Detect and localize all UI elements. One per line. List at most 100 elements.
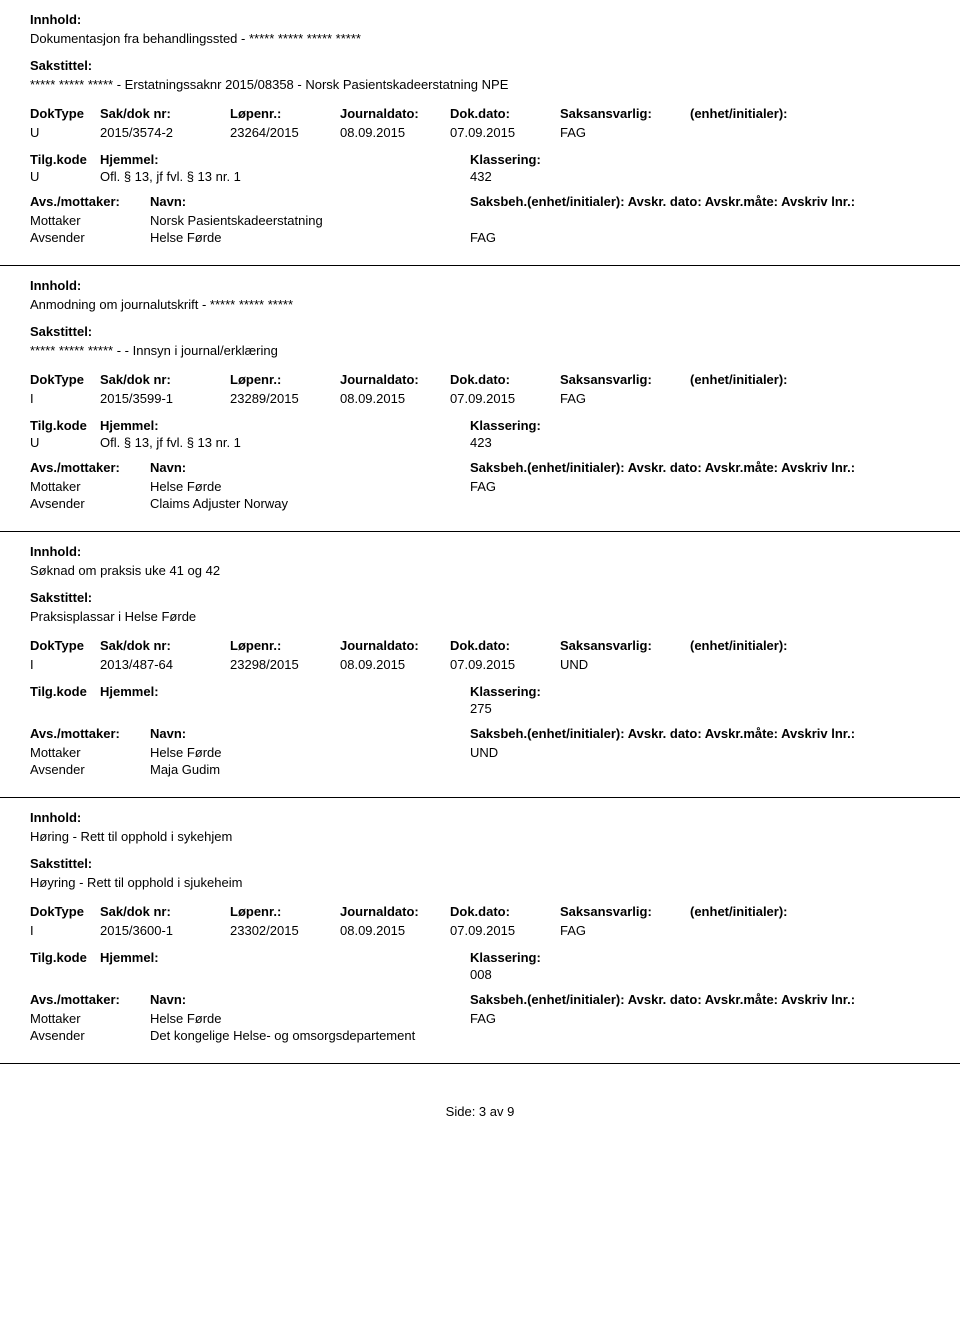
party-role: Mottaker bbox=[30, 479, 150, 494]
navn-header: Navn: bbox=[150, 194, 470, 209]
journaldato-value: 08.09.2015 bbox=[340, 125, 450, 140]
dokdato-header: Dok.dato: bbox=[450, 904, 560, 919]
saksansvarlig-value: FAG bbox=[560, 125, 690, 140]
innhold-text: Høring - Rett til opphold i sykehjem bbox=[30, 829, 930, 844]
avsmottaker-header-row: Avs./mottaker:Navn:Saksbeh.(enhet/initia… bbox=[30, 726, 930, 741]
sakstittel-label: Sakstittel: bbox=[30, 590, 930, 605]
hjemmel-data-row: 008 bbox=[30, 967, 930, 982]
saksansvarlig-value: FAG bbox=[560, 391, 690, 406]
hjemmel-header: Hjemmel: bbox=[100, 418, 470, 433]
party-name: Helse Førde bbox=[150, 1011, 470, 1026]
doktype-header: DokType bbox=[30, 372, 100, 387]
metadata-header-row: DokTypeSak/dok nr:Løpenr.:Journaldato:Do… bbox=[30, 638, 930, 653]
lopenr-value: 23298/2015 bbox=[230, 657, 340, 672]
hjemmel-value: Ofl. § 13, jf fvl. § 13 nr. 1 bbox=[100, 169, 470, 184]
sakdoknr-value: 2015/3574-2 bbox=[100, 125, 230, 140]
hjemmel-data-row: UOfl. § 13, jf fvl. § 13 nr. 1423 bbox=[30, 435, 930, 450]
lopenr-header: Løpenr.: bbox=[230, 904, 340, 919]
enhet-value bbox=[690, 125, 890, 140]
innhold-label: Innhold: bbox=[30, 810, 930, 825]
party-row: AvsenderDet kongelige Helse- og omsorgsd… bbox=[30, 1028, 930, 1043]
sakdoknr-value: 2015/3599-1 bbox=[100, 391, 230, 406]
party-role: Avsender bbox=[30, 1028, 150, 1043]
sakdoknr-value: 2015/3600-1 bbox=[100, 923, 230, 938]
party-row: MottakerHelse FørdeUND bbox=[30, 745, 930, 760]
dokdato-header: Dok.dato: bbox=[450, 106, 560, 121]
party-role: Mottaker bbox=[30, 745, 150, 760]
party-name: Det kongelige Helse- og omsorgsdeparteme… bbox=[150, 1028, 470, 1043]
navn-header: Navn: bbox=[150, 992, 470, 1007]
sakdoknr-header: Sak/dok nr: bbox=[100, 904, 230, 919]
enhet-header: (enhet/initialer): bbox=[690, 638, 890, 653]
saksbeh-header: Saksbeh.(enhet/initialer): Avskr. dato: … bbox=[470, 194, 950, 209]
sakstittel-label: Sakstittel: bbox=[30, 856, 930, 871]
doktype-value: I bbox=[30, 391, 100, 406]
hjemmel-label-row: Tilg.kodeHjemmel:Klassering: bbox=[30, 950, 930, 965]
saksansvarlig-header: Saksansvarlig: bbox=[560, 106, 690, 121]
journaldato-value: 08.09.2015 bbox=[340, 923, 450, 938]
journal-entry: Innhold: Høring - Rett til opphold i syke… bbox=[0, 798, 960, 1064]
page-footer: Side: 3 av 9 bbox=[0, 1104, 960, 1139]
party-role: Avsender bbox=[30, 230, 150, 245]
party-code bbox=[470, 1028, 570, 1043]
hjemmel-value: Ofl. § 13, jf fvl. § 13 nr. 1 bbox=[100, 435, 470, 450]
sakstittel-label: Sakstittel: bbox=[30, 58, 930, 73]
hjemmel-label-row: Tilg.kodeHjemmel:Klassering: bbox=[30, 684, 930, 699]
party-role: Mottaker bbox=[30, 213, 150, 228]
party-name: Norsk Pasientskadeerstatning bbox=[150, 213, 470, 228]
doktype-header: DokType bbox=[30, 638, 100, 653]
saksansvarlig-header: Saksansvarlig: bbox=[560, 638, 690, 653]
party-code bbox=[470, 213, 570, 228]
enhet-header: (enhet/initialer): bbox=[690, 372, 890, 387]
saksansvarlig-header: Saksansvarlig: bbox=[560, 372, 690, 387]
metadata-data-row: I2013/487-6423298/201508.09.201507.09.20… bbox=[30, 657, 930, 672]
hjemmel-value bbox=[100, 967, 470, 982]
tilgkode-header: Tilg.kode bbox=[30, 950, 100, 965]
doktype-header: DokType bbox=[30, 106, 100, 121]
party-code: FAG bbox=[470, 1011, 570, 1026]
navn-header: Navn: bbox=[150, 460, 470, 475]
lopenr-header: Løpenr.: bbox=[230, 372, 340, 387]
saksbeh-header: Saksbeh.(enhet/initialer): Avskr. dato: … bbox=[470, 992, 950, 1007]
saksbeh-header: Saksbeh.(enhet/initialer): Avskr. dato: … bbox=[470, 460, 950, 475]
hjemmel-header: Hjemmel: bbox=[100, 950, 470, 965]
journal-entry: Innhold:Anmodning om journalutskrift - *… bbox=[0, 266, 960, 532]
tilgkode-value: U bbox=[30, 169, 100, 184]
party-code: FAG bbox=[470, 230, 570, 245]
innhold-text: Søknad om praksis uke 41 og 42 bbox=[30, 563, 930, 578]
klassering-value: 432 bbox=[470, 169, 670, 184]
dokdato-value: 07.09.2015 bbox=[450, 923, 560, 938]
klassering-header: Klassering: bbox=[470, 950, 670, 965]
klassering-value: 275 bbox=[470, 701, 670, 716]
party-name: Maja Gudim bbox=[150, 762, 470, 777]
doktype-header: DokType bbox=[30, 904, 100, 919]
metadata-header-row: DokTypeSak/dok nr:Løpenr.:Journaldato:Do… bbox=[30, 372, 930, 387]
party-row: AvsenderMaja Gudim bbox=[30, 762, 930, 777]
party-row: AvsenderHelse FørdeFAG bbox=[30, 230, 930, 245]
journaldato-header: Journaldato: bbox=[340, 638, 450, 653]
saksbeh-header: Saksbeh.(enhet/initialer): Avskr. dato: … bbox=[470, 726, 950, 741]
party-row: AvsenderClaims Adjuster Norway bbox=[30, 496, 930, 511]
dokdato-header: Dok.dato: bbox=[450, 638, 560, 653]
party-row: MottakerHelse FørdeFAG bbox=[30, 479, 930, 494]
tilgkode-header: Tilg.kode bbox=[30, 418, 100, 433]
avsmottaker-header-row: Avs./mottaker:Navn:Saksbeh.(enhet/initia… bbox=[30, 992, 930, 1007]
tilgkode-value: U bbox=[30, 435, 100, 450]
metadata-header-row: DokTypeSak/dok nr:Løpenr.:Journaldato:Do… bbox=[30, 904, 930, 919]
innhold-label: Innhold: bbox=[30, 12, 930, 27]
avsmottaker-header: Avs./mottaker: bbox=[30, 992, 150, 1007]
klassering-value: 008 bbox=[470, 967, 670, 982]
sakstittel-text: Praksisplassar i Helse Førde bbox=[30, 609, 930, 624]
klassering-header: Klassering: bbox=[470, 684, 670, 699]
saksansvarlig-value: FAG bbox=[560, 923, 690, 938]
innhold-text: Anmodning om journalutskrift - ***** ***… bbox=[30, 297, 930, 312]
metadata-data-row: I2015/3599-123289/201508.09.201507.09.20… bbox=[30, 391, 930, 406]
doktype-value: I bbox=[30, 923, 100, 938]
tilgkode-header: Tilg.kode bbox=[30, 684, 100, 699]
tilgkode-value bbox=[30, 967, 100, 982]
lopenr-header: Løpenr.: bbox=[230, 106, 340, 121]
party-code: UND bbox=[470, 745, 570, 760]
dokdato-value: 07.09.2015 bbox=[450, 391, 560, 406]
doktype-value: U bbox=[30, 125, 100, 140]
hjemmel-value bbox=[100, 701, 470, 716]
